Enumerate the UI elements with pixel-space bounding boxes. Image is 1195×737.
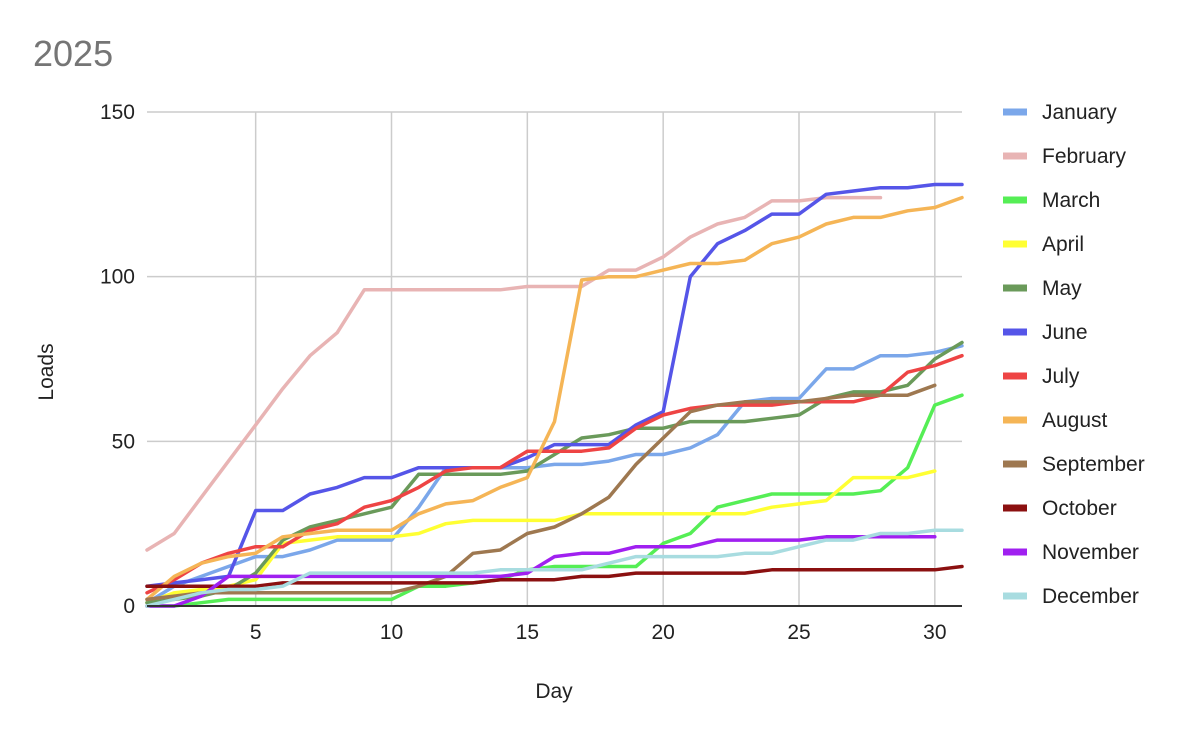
legend-label-november: November bbox=[1042, 541, 1139, 564]
x-axis-label: Day bbox=[535, 680, 573, 703]
legend-label-june: June bbox=[1042, 321, 1088, 344]
series-lines bbox=[145, 182, 964, 608]
legend-label-september: September bbox=[1042, 453, 1145, 476]
legend-label-october: October bbox=[1042, 497, 1117, 520]
series-line-november bbox=[145, 535, 937, 608]
legend-label-august: August bbox=[1042, 409, 1108, 432]
chart-title: 2025 bbox=[33, 33, 113, 74]
series-line-january bbox=[145, 344, 964, 605]
legend-label-december: December bbox=[1042, 585, 1139, 608]
axes: 0 50 100 150 5 10 15 20 25 30 bbox=[100, 101, 962, 644]
series-line-june bbox=[145, 182, 964, 588]
x-tick-label: 10 bbox=[380, 621, 403, 644]
x-tick-label: 5 bbox=[250, 621, 262, 644]
x-tick-label: 25 bbox=[787, 621, 810, 644]
series-line-october bbox=[145, 564, 964, 588]
series-line-september bbox=[145, 383, 937, 602]
series-line-april bbox=[145, 469, 937, 605]
series-line-march bbox=[145, 393, 964, 608]
legend-label-july: July bbox=[1042, 365, 1080, 388]
legend-label-march: March bbox=[1042, 189, 1100, 212]
grid bbox=[147, 111, 962, 606]
x-tick-label: 20 bbox=[651, 621, 674, 644]
series-line-december bbox=[145, 528, 964, 608]
legend: January February March April May June July Augu… bbox=[1003, 101, 1145, 608]
y-tick-label: 50 bbox=[112, 430, 135, 453]
legend-label-february: February bbox=[1042, 145, 1127, 168]
legend-label-may: May bbox=[1042, 277, 1082, 300]
y-axis-label: Loads bbox=[35, 343, 58, 400]
legend-label-april: April bbox=[1042, 233, 1084, 256]
series-line-february bbox=[145, 195, 883, 552]
legend-label-january: January bbox=[1042, 101, 1117, 124]
series-line-august bbox=[145, 195, 964, 602]
y-tick-label: 100 bbox=[100, 266, 135, 289]
y-tick-label: 150 bbox=[100, 101, 135, 124]
x-tick-label: 30 bbox=[923, 621, 946, 644]
y-tick-label: 0 bbox=[123, 595, 135, 618]
series-line-july bbox=[145, 353, 964, 595]
x-tick-label: 15 bbox=[516, 621, 539, 644]
